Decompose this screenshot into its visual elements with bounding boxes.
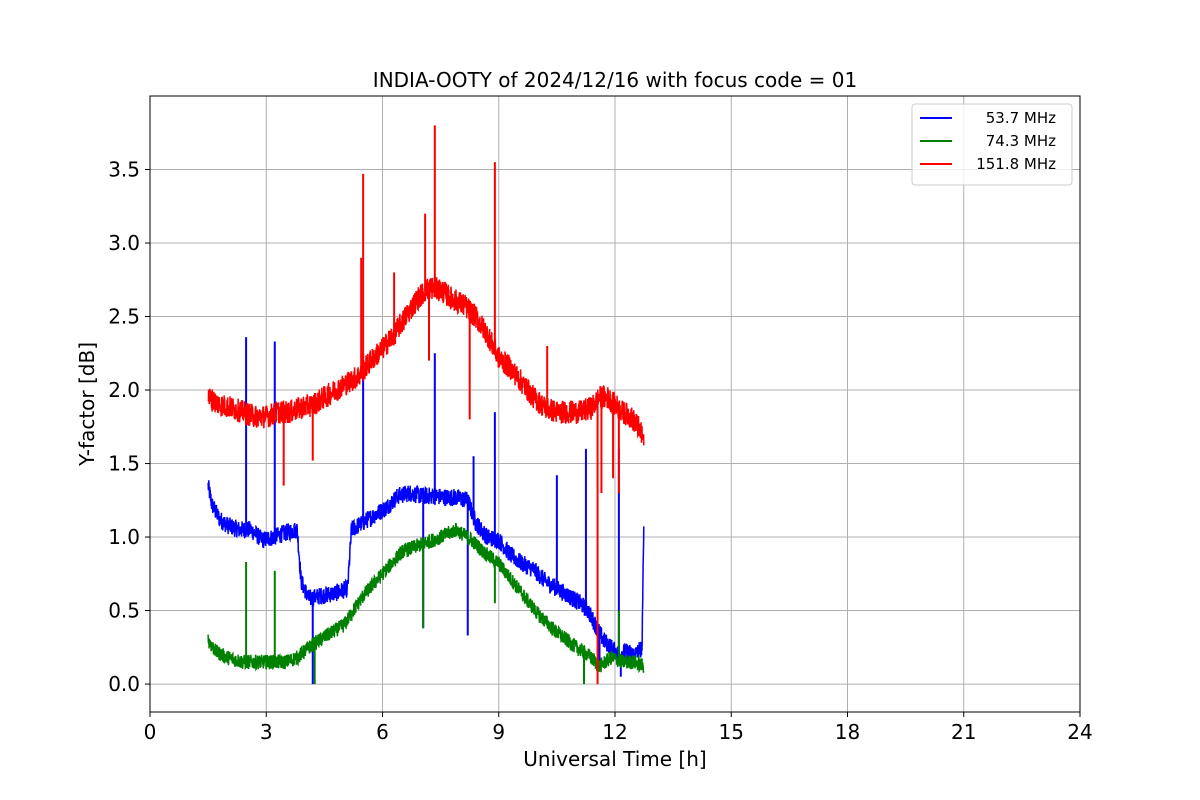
y-tick-label: 0.0	[108, 672, 140, 696]
chart-title: INDIA-OOTY of 2024/12/16 with focus code…	[373, 68, 857, 92]
y-tick-label: 2.5	[108, 305, 140, 329]
series-line	[207, 480, 645, 663]
legend-label: 74.3 MHz	[986, 132, 1056, 150]
x-tick-label: 18	[835, 720, 860, 744]
series-layer	[207, 125, 645, 685]
y-tick-label: 1.5	[108, 452, 140, 476]
legend-label: 53.7 MHz	[986, 109, 1056, 127]
series-line	[207, 522, 645, 674]
x-tick-label: 12	[602, 720, 627, 744]
y-tick-label: 3.5	[108, 158, 140, 182]
y-tick-label: 0.5	[108, 599, 140, 623]
y-tick-label: 3.0	[108, 231, 140, 255]
tick-layer: 0 3 6 9 12 15 18 21 24 0.0 0.5 1.0 1.5 2.0 2.5 3.0 3.5	[108, 158, 1093, 744]
legend-label: 151.8 MHz	[976, 155, 1056, 173]
x-tick-label: 24	[1067, 720, 1092, 744]
x-tick-label: 15	[719, 720, 744, 744]
series-1	[207, 522, 645, 685]
x-tick-label: 9	[492, 720, 505, 744]
y-axis-title: Y-factor [dB]	[75, 342, 99, 467]
legend: 53.7 MHz 74.3 MHz 151.8 MHz	[911, 103, 1073, 186]
x-tick-label: 3	[260, 720, 273, 744]
series-line	[207, 277, 645, 446]
x-tick-label: 6	[376, 720, 389, 744]
y-tick-label: 2.0	[108, 378, 140, 402]
x-tick-label: 0	[144, 720, 157, 744]
series-2	[207, 125, 645, 685]
y-tick-label: 1.0	[108, 525, 140, 549]
series-0	[207, 337, 645, 685]
x-tick-label: 21	[951, 720, 976, 744]
x-axis-title: Universal Time [h]	[523, 747, 706, 771]
